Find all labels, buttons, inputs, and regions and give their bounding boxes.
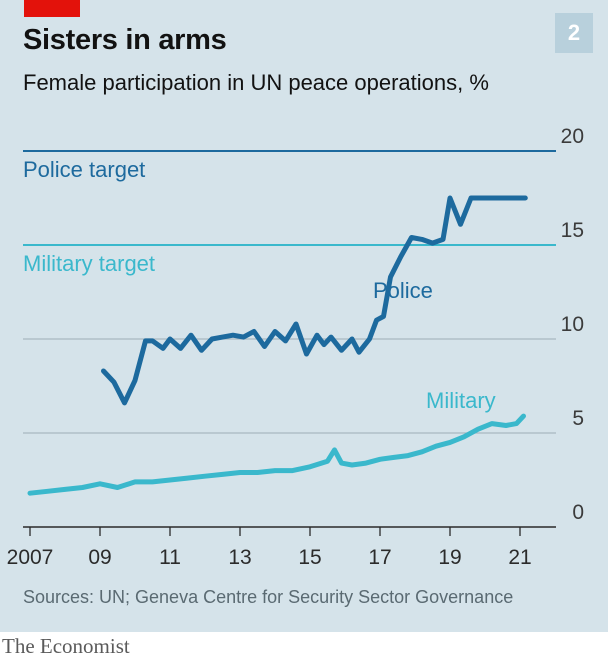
reference-lines	[23, 150, 556, 246]
x-tick-label-13: 13	[228, 546, 251, 569]
x-tick-label-21: 21	[508, 546, 531, 569]
chart-plot: 0 5 10 15 20 Police target Military target 2007…	[7, 125, 584, 607]
grid-layer	[23, 338, 556, 434]
target-label-0: Police target	[23, 157, 145, 182]
chart-number-badge: 2	[555, 13, 593, 53]
red-tag-decoration	[24, 0, 80, 17]
y-tick-label-5: 5	[572, 407, 584, 430]
series-annotation-military: Military	[426, 388, 496, 413]
series-layer	[27, 195, 528, 496]
labels-layer: 0 5 10 15 20 Police target Military target 2007…	[7, 125, 584, 569]
series-line-military	[27, 413, 526, 496]
x-tick-label-15: 15	[298, 546, 321, 569]
source-note: Sources: UN; Geneva Centre for Security …	[23, 587, 513, 607]
y-tick-label-10: 10	[561, 313, 584, 336]
series-line-police	[101, 195, 528, 406]
x-tick-label-09: 09	[88, 546, 111, 569]
chart-subtitle: Female participation in UN peace operati…	[23, 70, 489, 95]
x-axis	[23, 526, 556, 536]
chart-title: Sisters in arms	[23, 24, 227, 56]
y-tick-label-15: 15	[561, 219, 584, 242]
x-tick-label-2007: 2007	[7, 546, 54, 569]
y-tick-label-20: 20	[561, 125, 584, 148]
x-tick-label-11: 11	[159, 546, 181, 569]
series-annotation-police: Police	[373, 278, 433, 303]
x-tick-label-17: 17	[368, 546, 391, 569]
brand-logo-text: The Economist	[2, 634, 130, 658]
footer-bar	[0, 632, 608, 662]
target-label-1: Military target	[23, 251, 155, 276]
x-tick-label-19: 19	[438, 546, 461, 569]
y-tick-label-0: 0	[572, 501, 584, 524]
